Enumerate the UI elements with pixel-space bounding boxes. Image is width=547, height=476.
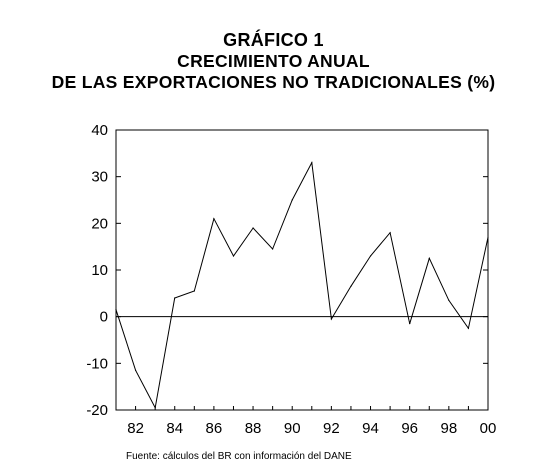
x-tick-label: 92 (323, 420, 340, 437)
data-point (311, 162, 313, 164)
x-tick-label: 84 (166, 420, 183, 437)
y-tick-label: 20 (91, 215, 108, 232)
data-point (232, 255, 235, 257)
data-point (272, 248, 274, 250)
data-point (174, 297, 176, 299)
data-point (252, 227, 254, 229)
chart-title-line-2: CRECIMIENTO ANUAL (177, 51, 370, 71)
y-tick-label: 40 (91, 122, 108, 139)
chart-title-line-1: GRÁFICO 1 (223, 30, 324, 50)
data-point (389, 232, 391, 234)
x-tick-label: 96 (401, 420, 418, 437)
y-tick-label: -20 (86, 402, 108, 419)
data-point (134, 369, 137, 371)
data-point (467, 327, 470, 329)
data-point (409, 323, 411, 325)
x-tick-label: 86 (206, 420, 223, 437)
data-point (369, 255, 372, 257)
data-point (115, 309, 117, 311)
x-tick-label: 90 (284, 420, 301, 437)
x-tick-label: 94 (362, 420, 379, 437)
source-note: Fuente: cálculos del BR con información … (126, 451, 352, 462)
x-tick-label: 82 (127, 420, 144, 437)
data-point (350, 285, 352, 287)
data-point (213, 218, 215, 220)
data-point (487, 236, 489, 238)
y-tick-label: -10 (86, 355, 108, 372)
x-tick-label: 00 (480, 420, 497, 437)
x-tick-label: 88 (245, 420, 262, 437)
plot-frame (115, 129, 489, 411)
y-tick-label: 0 (100, 309, 108, 326)
chart-title: GRÁFICO 1 CRECIMIENTO ANUAL DE LAS EXPOR… (0, 30, 547, 93)
data-point (291, 199, 293, 201)
data-point (448, 299, 450, 301)
data-point (193, 290, 195, 292)
chart-title-line-3: DE LAS EXPORTACIONES NO TRADICIONALES (%… (51, 72, 496, 92)
series-line (115, 161, 489, 410)
y-tick-label: 30 (91, 169, 108, 186)
data-point (154, 407, 156, 409)
x-tick-label: 98 (440, 420, 457, 437)
data-point (330, 318, 332, 320)
data-point (428, 257, 430, 259)
y-tick-label: 10 (91, 262, 108, 279)
